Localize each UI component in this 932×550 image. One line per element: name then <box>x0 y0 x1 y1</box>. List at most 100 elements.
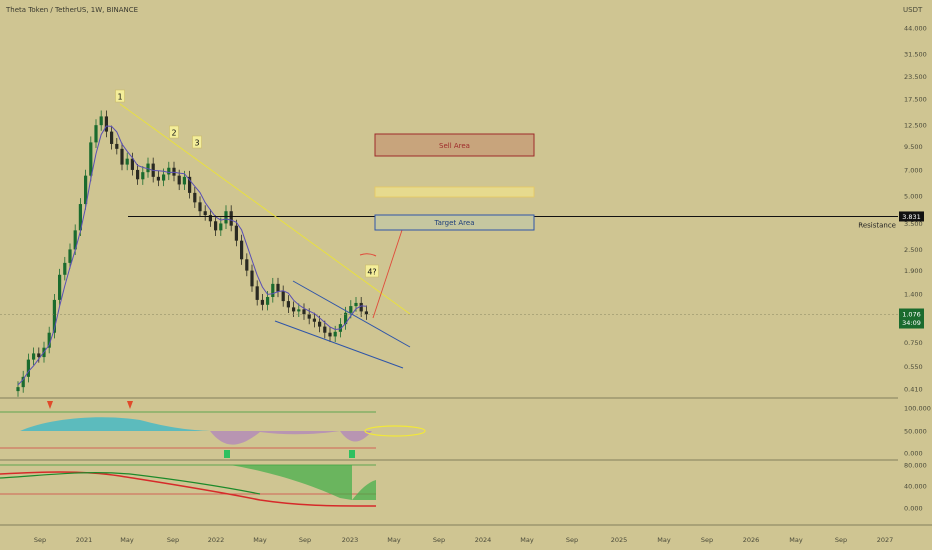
sell-signal-marker <box>47 401 53 409</box>
target-area-label: Target Area <box>434 219 475 227</box>
wedge-upper-line <box>292 280 411 348</box>
time-tick-label: May <box>789 536 803 544</box>
time-tick-label: Sep <box>167 536 179 544</box>
target-area-box <box>374 214 535 231</box>
osc2-green-area <box>230 465 352 500</box>
pivot-label-box <box>169 125 179 139</box>
candle <box>26 359 30 377</box>
pivot-label-box <box>115 89 125 103</box>
time-tick-label: 2024 <box>475 536 492 544</box>
candle <box>110 131 114 144</box>
candle <box>125 158 129 165</box>
candle <box>338 324 342 332</box>
price-tick-label: 44.000 <box>904 25 927 33</box>
price-tick-label: 12.500 <box>904 122 927 130</box>
osc2-tick-label: 0.000 <box>904 505 923 513</box>
price-tick-label: 1.400 <box>904 291 923 299</box>
current-price-label: 1.076 <box>902 311 921 319</box>
osc1-positive-area <box>20 417 210 431</box>
osc2-green-line <box>0 472 261 495</box>
candle <box>271 283 275 297</box>
price-axis: 44.000 31.500 23.500 17.500 12.500 9.500 7.000… <box>899 25 931 513</box>
candle <box>21 376 25 388</box>
price-tick-label: 0.750 <box>904 339 923 347</box>
candle <box>354 302 358 307</box>
candle <box>120 148 124 165</box>
candle <box>63 262 67 275</box>
pivot-label-box <box>192 135 202 149</box>
time-tick-label: Sep <box>433 536 445 544</box>
price-panel: Resistance Sell Area Target Area 1 2 3 4? <box>0 89 898 397</box>
candle <box>219 223 223 231</box>
time-axis: Sep 2021 May Sep 2022 May Sep 2023 May Sep 2024 May… <box>34 536 893 544</box>
sell-area-label: Sell Area <box>439 142 470 150</box>
candle <box>68 249 72 263</box>
candle <box>78 204 82 231</box>
candle <box>73 230 77 250</box>
pivot-label: 1 <box>117 93 122 102</box>
candle <box>141 172 145 180</box>
candle <box>167 167 171 175</box>
candle <box>84 175 88 205</box>
time-tick-label: Sep <box>701 536 713 544</box>
time-tick-label: Sep <box>835 536 847 544</box>
candle <box>266 296 270 305</box>
projection-arrow <box>372 220 406 319</box>
price-tick-label: 5.000 <box>904 192 923 200</box>
time-tick-label: May <box>520 536 534 544</box>
candle <box>52 299 56 333</box>
price-tick-label: 2.500 <box>904 246 923 254</box>
candle <box>156 176 160 181</box>
candle <box>94 125 98 143</box>
oscillator-panel-2 <box>0 464 377 507</box>
candle <box>188 176 192 193</box>
candle <box>104 116 108 132</box>
candle <box>115 143 119 149</box>
candle <box>162 174 166 181</box>
pivot-label: 4? <box>367 268 376 277</box>
candle <box>364 311 368 315</box>
time-tick-label: 2022 <box>208 536 225 544</box>
candle <box>198 202 202 212</box>
time-tick-label: May <box>387 536 401 544</box>
candle <box>281 291 285 302</box>
price-tick-label: 23.500 <box>904 73 927 81</box>
candle <box>89 142 93 176</box>
time-tick-label: 2023 <box>342 536 359 544</box>
candle <box>136 169 140 180</box>
candle <box>250 270 254 287</box>
current-price-badge <box>899 308 924 329</box>
osc2-tick-label: 80.000 <box>904 462 927 470</box>
pivot-label: 3 <box>194 139 199 148</box>
candle <box>323 326 327 333</box>
time-tick-label: 2027 <box>877 536 894 544</box>
descending-trendline <box>119 103 411 315</box>
osc1-tick-label: 100.000 <box>904 405 931 413</box>
candle <box>208 215 212 222</box>
time-tick-label: Sep <box>299 536 311 544</box>
time-tick-label: Sep <box>34 536 46 544</box>
osc2-tick-label: 40.000 <box>904 483 927 491</box>
pivot-label-box <box>365 264 379 278</box>
osc1-tick-label: 0.000 <box>904 450 923 458</box>
candle <box>37 353 41 358</box>
candle <box>240 240 244 260</box>
candle <box>234 225 238 241</box>
price-tick-label: 9.500 <box>904 143 923 151</box>
candle <box>130 158 134 170</box>
buy-signal-marker <box>224 450 230 458</box>
candle <box>177 175 181 185</box>
candle <box>276 283 280 292</box>
candle <box>260 299 264 305</box>
time-tick-label: 2025 <box>611 536 628 544</box>
candle <box>349 306 353 313</box>
chart-title: Theta Token / TetherUS, 1W, BINANCE <box>5 6 138 14</box>
osc1-tick-label: 50.000 <box>904 428 927 436</box>
price-tick-label: 31.500 <box>904 50 927 58</box>
pivot-marker <box>359 253 377 257</box>
time-tick-label: May <box>253 536 267 544</box>
moving-average-line <box>17 125 367 386</box>
candle <box>344 312 348 325</box>
wedge-lower-line <box>274 320 404 369</box>
